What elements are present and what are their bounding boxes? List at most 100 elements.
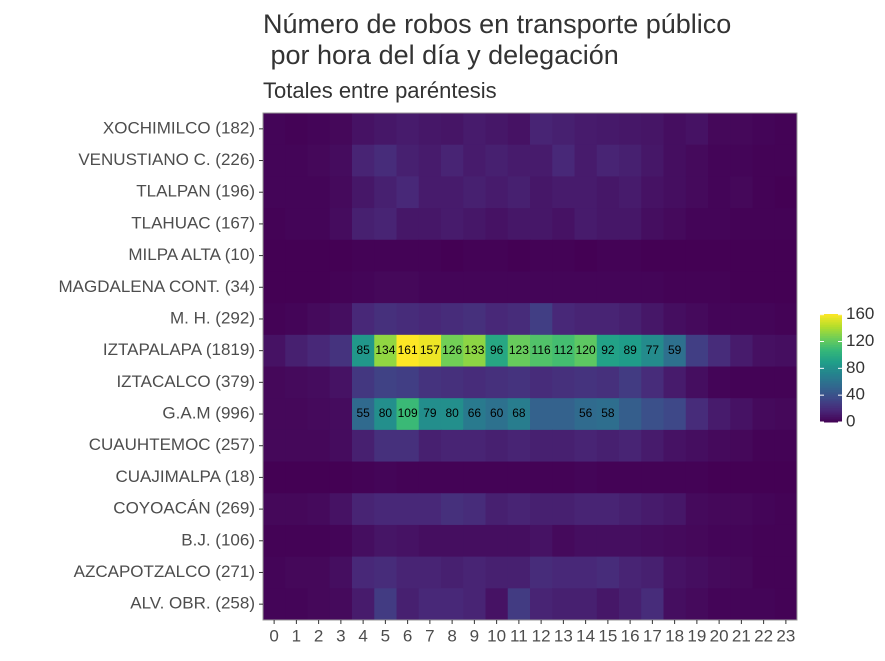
heat-cell bbox=[307, 588, 331, 621]
heat-cell bbox=[774, 556, 798, 589]
heat-cell bbox=[596, 556, 620, 589]
cell-label: 85 bbox=[356, 343, 370, 357]
heat-cell bbox=[485, 303, 509, 336]
heat-cell bbox=[507, 334, 531, 367]
heat-cell bbox=[396, 144, 420, 177]
cell-label: 80 bbox=[379, 406, 393, 420]
x-tick-label: 1 bbox=[292, 626, 301, 645]
heat-cell bbox=[485, 144, 509, 177]
heat-cell bbox=[774, 398, 798, 431]
heat-cell bbox=[663, 524, 687, 558]
heat-cell bbox=[441, 588, 464, 621]
heat-cell bbox=[619, 588, 642, 621]
x-tick-label: 14 bbox=[576, 626, 595, 645]
heat-cell bbox=[507, 239, 531, 272]
heat-cell bbox=[552, 461, 575, 494]
cell-label: 120 bbox=[576, 343, 596, 357]
heat-cell bbox=[552, 524, 575, 558]
heat-cell bbox=[441, 208, 464, 241]
heat-cell bbox=[774, 303, 798, 336]
heat-cell bbox=[374, 461, 397, 494]
heat-cell bbox=[352, 461, 375, 494]
x-tick-label: 22 bbox=[754, 626, 773, 645]
heat-cell bbox=[485, 113, 509, 146]
colorbar-segment bbox=[820, 387, 842, 391]
cell-label: 112 bbox=[554, 343, 573, 357]
heat-cell bbox=[329, 556, 353, 589]
heat-cell bbox=[663, 208, 687, 241]
heat-cell bbox=[396, 334, 420, 367]
heat-cell bbox=[663, 366, 687, 399]
heat-cell bbox=[552, 334, 575, 367]
heat-cell bbox=[619, 556, 642, 589]
colorbar-segment bbox=[820, 355, 842, 358]
heat-cell bbox=[619, 303, 642, 336]
cell-label: 109 bbox=[398, 406, 418, 420]
y-tick-label: CUAJIMALPA (18) bbox=[115, 467, 255, 486]
heat-cell bbox=[596, 429, 620, 463]
colorbar-label: 40 bbox=[846, 385, 865, 404]
heat-cell bbox=[530, 461, 553, 494]
colorbar-segment bbox=[820, 346, 842, 349]
heat-cell bbox=[663, 334, 687, 367]
heat-cell bbox=[485, 176, 509, 209]
heat-cell bbox=[752, 271, 776, 304]
heat-cell bbox=[374, 398, 397, 431]
heat-cell bbox=[307, 271, 331, 304]
colorbar-segment bbox=[820, 375, 842, 378]
x-tick-label: 17 bbox=[643, 626, 662, 645]
heat-cell bbox=[374, 239, 397, 272]
x-tick-label: 20 bbox=[710, 626, 729, 645]
heat-cell bbox=[663, 144, 687, 177]
colorbar-segment bbox=[820, 377, 842, 380]
colorbar-segment bbox=[820, 396, 842, 400]
heat-cell bbox=[530, 524, 553, 558]
heat-cell bbox=[752, 113, 776, 146]
heat-cell bbox=[752, 208, 776, 241]
heat-cell bbox=[663, 429, 687, 463]
heat-cell bbox=[708, 208, 731, 241]
heat-cell bbox=[352, 271, 375, 304]
heat-cell bbox=[507, 461, 531, 494]
colorbar-segment bbox=[820, 380, 842, 383]
heat-cell bbox=[663, 303, 687, 336]
heat-cell bbox=[352, 493, 375, 526]
heat-cell bbox=[685, 524, 709, 558]
heat-cell bbox=[441, 524, 464, 558]
heat-cell bbox=[552, 556, 575, 589]
cell-label: 133 bbox=[464, 343, 484, 357]
heat-cell bbox=[374, 429, 397, 463]
heat-cell bbox=[485, 271, 509, 304]
heat-cell bbox=[530, 556, 553, 589]
heat-cell bbox=[708, 271, 731, 304]
heat-cell bbox=[396, 429, 420, 463]
heat-cell bbox=[552, 303, 575, 336]
colorbar-segment bbox=[820, 384, 842, 387]
colorbar-segment bbox=[820, 411, 842, 414]
heat-cell bbox=[574, 524, 598, 558]
heat-cell bbox=[619, 176, 642, 209]
colorbar-segment bbox=[820, 339, 842, 342]
heat-cell bbox=[752, 144, 776, 177]
heat-cell bbox=[329, 303, 353, 336]
heat-cell bbox=[329, 493, 353, 526]
colorbar-segment bbox=[820, 391, 842, 394]
heat-cell bbox=[641, 429, 664, 463]
heat-cell bbox=[418, 556, 442, 589]
heat-cell bbox=[641, 524, 664, 558]
heat-cell bbox=[752, 334, 776, 367]
heat-cell bbox=[708, 239, 731, 272]
heat-cell bbox=[263, 303, 286, 336]
heat-cell bbox=[730, 176, 753, 209]
heat-cell bbox=[463, 556, 486, 589]
heat-cell bbox=[752, 176, 776, 209]
heat-cell bbox=[530, 398, 553, 431]
heat-cell bbox=[730, 588, 753, 621]
colorbar-segment bbox=[820, 330, 842, 333]
heat-cell bbox=[441, 398, 464, 431]
heat-cell bbox=[485, 366, 509, 399]
heat-cell bbox=[774, 524, 798, 558]
heat-cell bbox=[663, 588, 687, 621]
heat-cell bbox=[463, 144, 486, 177]
heat-cell bbox=[485, 588, 509, 621]
